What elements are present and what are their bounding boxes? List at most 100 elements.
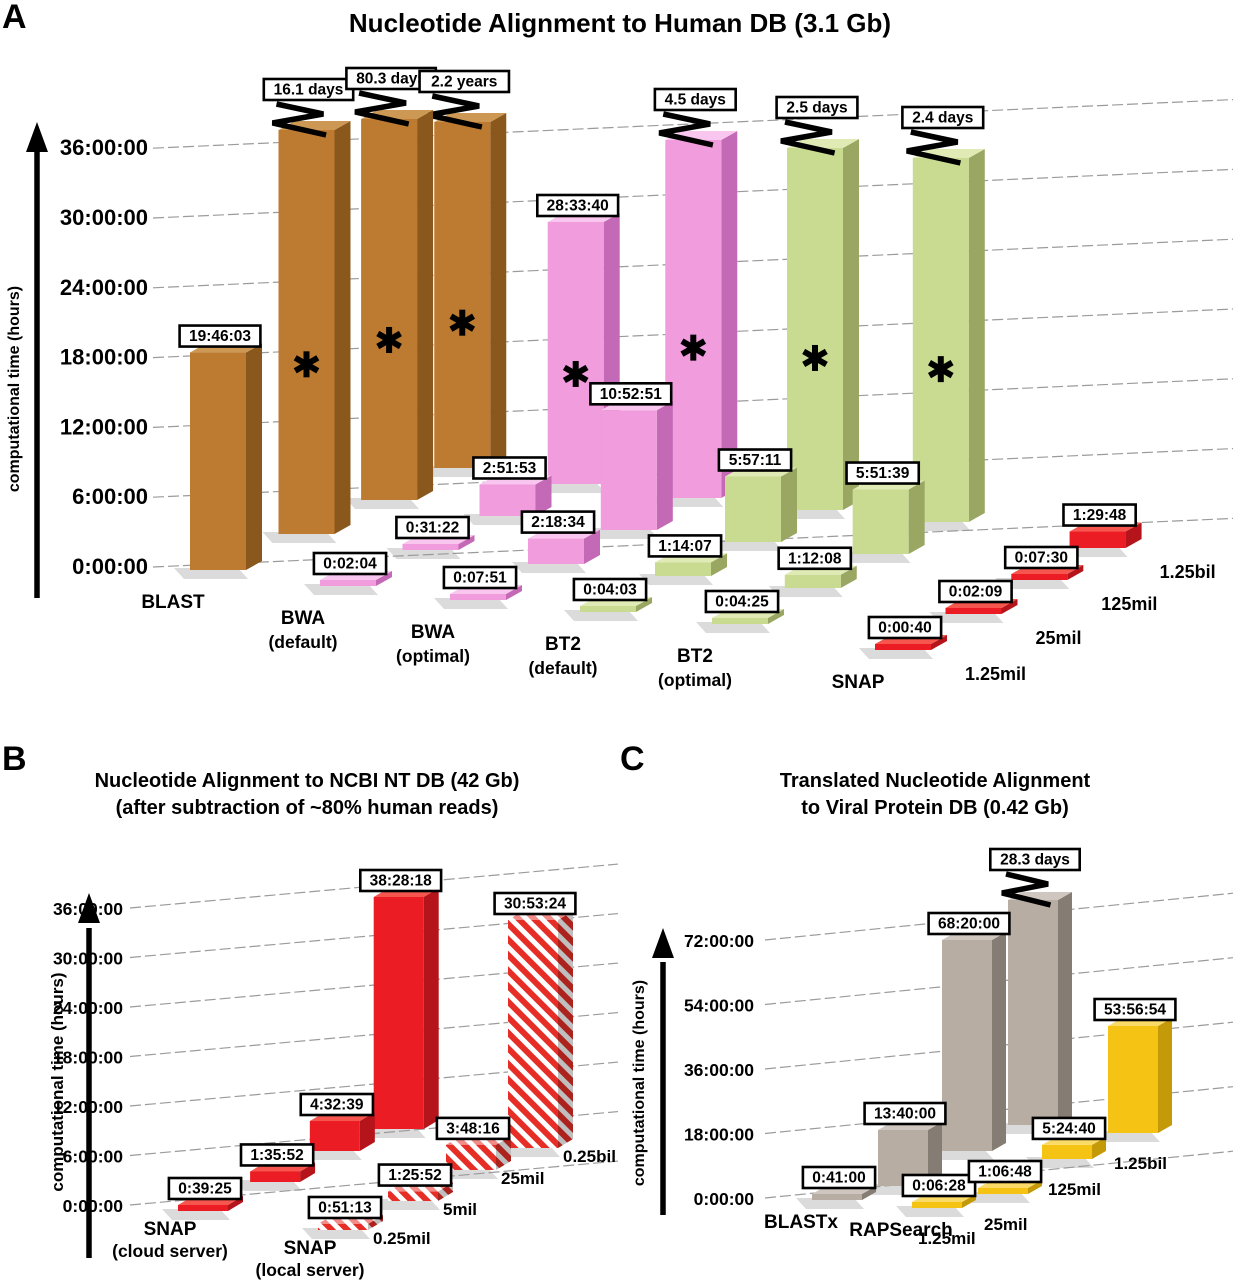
bar-side-face: [535, 475, 552, 516]
axis-break-icon: [427, 93, 483, 130]
value-label: 38:28:18: [370, 873, 432, 890]
input-size-label: 1.25bil: [1160, 562, 1216, 582]
bar-shadow: [302, 1228, 370, 1239]
bar-side-face: [781, 467, 797, 542]
bar-front-face: [388, 1191, 438, 1201]
bar-shadow: [836, 552, 911, 563]
bar-side-face: [506, 585, 522, 600]
bar-side-face: [656, 401, 673, 530]
value-label-box: [167, 1176, 243, 1201]
panel-b-yaxis-label: computational time (hours): [48, 972, 67, 1192]
value-label-box: [867, 615, 943, 640]
bar-side-face: [558, 911, 573, 1148]
bar-side-face: [496, 1135, 511, 1170]
asterisk-marker-icon: [680, 338, 707, 357]
category-label: SNAP: [144, 1219, 197, 1240]
y-tick-label: 12:00:00: [60, 414, 148, 439]
value-label: 5:51:39: [856, 465, 910, 482]
input-size-label: 0.25bil: [563, 1147, 616, 1166]
bar-side-face: [931, 635, 947, 650]
value-label: 16.1 days: [274, 82, 344, 99]
value-label: 68:20:00: [938, 916, 1000, 933]
axis-break-icon: [354, 90, 410, 127]
y-tick-label: 0:00:00: [63, 1196, 124, 1216]
bar-side-face: [1058, 892, 1072, 1125]
bar-shadow: [386, 548, 461, 559]
category-label: RAPSearch: [849, 1220, 953, 1241]
bar-front-face: [912, 1202, 962, 1208]
bar-shadow: [768, 586, 843, 597]
bar-front-face: [712, 618, 768, 624]
bar-front-face: [812, 1194, 862, 1200]
bar-side-face: [992, 932, 1006, 1151]
bar-side-face: [908, 480, 925, 554]
value-label-box: [801, 1165, 877, 1190]
value-label: 10:52:51: [600, 386, 662, 403]
asterisk-marker-icon: [927, 360, 954, 379]
category-label: BT2: [545, 634, 581, 655]
value-label: 30:53:24: [504, 896, 566, 913]
panel-b-letter: B: [2, 740, 27, 778]
bar-side-face: [840, 565, 857, 588]
category-label: SNAP: [832, 672, 885, 693]
bar-front-face: [945, 608, 1002, 614]
bar-shadow: [709, 540, 783, 551]
bar-front-face: [320, 580, 376, 586]
bar-shadow: [696, 622, 770, 633]
value-label-box: [299, 1092, 375, 1117]
value-label: 0:02:04: [323, 556, 377, 573]
bar-front-face: [942, 940, 992, 1151]
value-label: 2:18:34: [531, 514, 585, 531]
bar-side-face: [1067, 565, 1084, 580]
axis-break-icon: [658, 111, 714, 148]
value-label: 0:39:25: [178, 1181, 232, 1198]
bar-shadow: [304, 584, 378, 595]
value-label: 3:48:16: [446, 1120, 500, 1137]
bar-front-face: [190, 352, 246, 570]
category-label: BWA: [411, 622, 456, 643]
value-label-box: [442, 565, 518, 590]
value-label-box: [472, 456, 547, 480]
axis-break-icon: [780, 119, 836, 156]
bar-side-face: [458, 535, 475, 550]
value-label-box: [377, 1163, 453, 1187]
bar-front-face: [446, 1144, 496, 1170]
value-label-box: [572, 577, 648, 602]
value-label-box: [535, 193, 620, 218]
value-label-box: [1062, 503, 1137, 527]
bar-side-shade: [558, 911, 573, 1148]
panel-c-letter: C: [620, 740, 645, 778]
bar-shadow: [564, 610, 638, 621]
axis-break-icon: [906, 129, 961, 166]
value-label: 0:04:25: [715, 594, 769, 611]
bar-side-face: [246, 343, 262, 570]
category-label: BLAST: [141, 592, 205, 613]
y-tick-label: 54:00:00: [684, 996, 754, 1016]
bar-front-face: [402, 544, 459, 550]
axis-break-icon: [1001, 871, 1052, 908]
bar-shadow: [262, 532, 337, 543]
bar-front-face: [978, 1188, 1028, 1194]
category-label: BT2: [677, 646, 713, 667]
y-tick-label: 24:00:00: [60, 275, 148, 300]
bar-side-face: [376, 571, 392, 586]
input-size-label: 125mil: [1048, 1180, 1101, 1199]
category-sublabel: (optimal): [658, 670, 732, 690]
input-size-label: 125mil: [1101, 594, 1157, 614]
bar-front-face: [361, 119, 418, 500]
bar-front-face: [1011, 574, 1068, 580]
bar-side-face: [334, 121, 351, 534]
bar-front-face: [875, 644, 931, 650]
bar-side-face: [1028, 1180, 1042, 1194]
value-label-box: [938, 579, 1013, 604]
value-label-box: [493, 891, 577, 916]
panel-b-title-line2: (after subtraction of ~80% human reads): [115, 797, 499, 819]
y-axis-arrowhead-icon: [26, 122, 48, 152]
value-label: 4.5 days: [665, 92, 726, 109]
value-label: 28.3 days: [1000, 852, 1070, 869]
bar-side-face: [417, 110, 434, 500]
value-label-box: [307, 1195, 383, 1220]
value-label: 0:02:09: [949, 584, 1003, 601]
bar-side-face: [862, 1186, 876, 1200]
